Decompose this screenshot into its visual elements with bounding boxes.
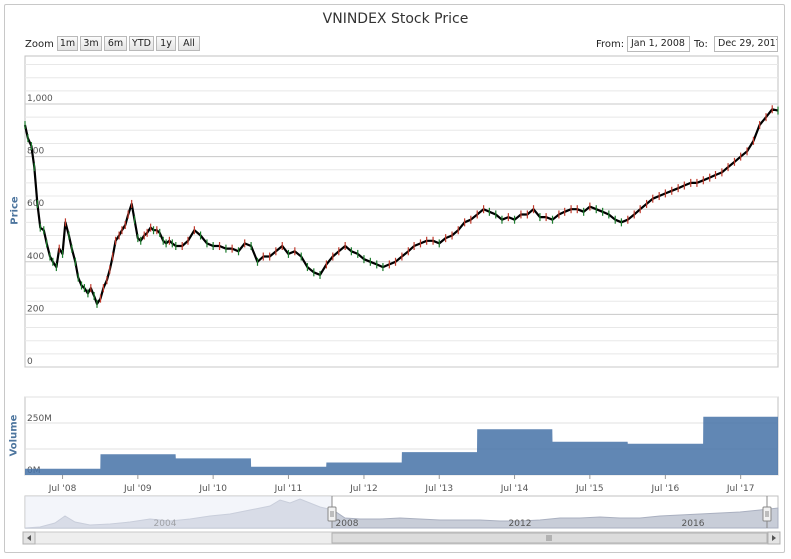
- scrollbar[interactable]: [22, 531, 781, 545]
- volume-tick-labels: 0M250M: [27, 414, 52, 476]
- price-gridlines: [24, 55, 779, 368]
- x-axis-tick-labels: Jul '08 Jul '09 Jul '10 Jul '11 Jul '12 Jul '…: [48, 475, 755, 494]
- x-tick-label: Jul '14: [500, 484, 529, 494]
- chart-title: VNINDEX Stock Price: [322, 11, 469, 27]
- zoom-all-button[interactable]: All: [178, 36, 200, 51]
- navigator-left-handle[interactable]: [327, 506, 337, 522]
- price-tick-label: 1,000: [27, 94, 53, 104]
- price-pane-border: [24, 55, 779, 368]
- volume-series: [25, 416, 778, 475]
- price-tick-labels: 0 200 400 600 800 1,000: [27, 94, 53, 367]
- price-tick-label: 800: [27, 147, 44, 157]
- x-tick-label: Jul '13: [424, 484, 453, 494]
- zoom-1y-button[interactable]: 1y: [156, 36, 176, 51]
- navigator-mask-left: [25, 496, 332, 528]
- x-tick-label: Jul '11: [274, 484, 303, 494]
- volume-tick-label: 250M: [27, 414, 52, 424]
- x-tick-label: Jul '09: [123, 484, 152, 494]
- x-tick-label: Jul '10: [198, 484, 227, 494]
- zoom-3m-button[interactable]: 3m: [80, 36, 102, 51]
- x-tick-label: Jul '12: [349, 484, 378, 494]
- price-tick-label: 0: [27, 357, 33, 367]
- chart-frame: [4, 4, 785, 553]
- to-label: To:: [694, 39, 708, 50]
- zoom-6m-button[interactable]: 6m: [104, 36, 127, 51]
- price-tick-label: 200: [27, 304, 44, 314]
- navigator[interactable]: 2004200820122016: [24, 495, 779, 529]
- price-tick-label: 400: [27, 252, 44, 262]
- zoom-label: Zoom: [25, 39, 54, 50]
- navigator-right-handle[interactable]: [762, 506, 772, 522]
- navigator-year-label: 2008: [336, 519, 359, 529]
- chevron-left-icon: [27, 535, 31, 541]
- x-tick-label: Jul '16: [651, 484, 680, 494]
- from-label: From:: [596, 39, 625, 50]
- navigator-year-label: 2012: [509, 519, 532, 529]
- from-date-input[interactable]: Jan 1, 2008: [627, 36, 690, 52]
- to-date-input[interactable]: Dec 29, 2017: [714, 36, 778, 52]
- price-series: [23, 105, 779, 308]
- volume-area: [25, 416, 778, 475]
- zoom-1m-button[interactable]: 1m: [57, 36, 78, 51]
- price-tick-label: 600: [27, 199, 44, 209]
- chevron-right-icon: [772, 535, 776, 541]
- navigator-year-label: 2016: [682, 519, 705, 529]
- x-tick-label: Jul '08: [48, 484, 77, 494]
- x-tick-label: Jul '15: [575, 484, 604, 494]
- zoom-ytd-button[interactable]: YTD: [129, 36, 154, 51]
- x-tick-label: Jul '17: [726, 484, 755, 494]
